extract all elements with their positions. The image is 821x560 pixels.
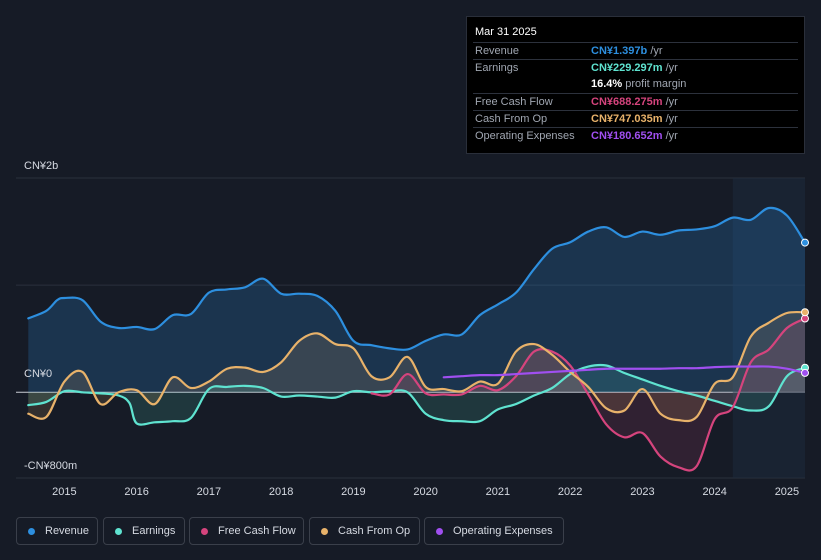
legend-label: Earnings [132, 525, 176, 537]
series-line-free-cash-flow [370, 317, 807, 472]
x-tick-label: 2020 [413, 486, 437, 498]
legend-label: Free Cash Flow [218, 525, 296, 537]
tooltip-value: 16.4% profit margin [591, 78, 687, 90]
tooltip-label: Revenue [475, 45, 520, 57]
x-tick-label: 2021 [486, 486, 510, 498]
series-lines [27, 206, 807, 472]
tooltip-label: Operating Expenses [475, 130, 575, 142]
legend-dot-icon [201, 527, 208, 535]
tooltip-panel: Mar 31 2025 Revenue CN¥1.397b /yr Earnin… [466, 16, 805, 154]
forecast-region [732, 178, 805, 478]
series-line-earnings [27, 363, 807, 426]
tooltip-row-earnings: Earnings CN¥229.297m /yr [473, 59, 798, 76]
series-endpoint-operating-expenses [801, 368, 809, 377]
legend-dot-icon [436, 527, 443, 535]
series-endpoints [801, 238, 809, 377]
x-tick-label: 2025 [775, 486, 799, 498]
tooltip-value: CN¥747.035m /yr [591, 113, 678, 125]
series-area-revenue [28, 207, 806, 393]
x-axis-ticks: 2015 2016 2017 2018 2019 2020 2021 2022 2023 2024… [52, 486, 799, 498]
x-tick-label: 2019 [341, 486, 365, 498]
legend-item-earnings[interactable]: Earnings [103, 517, 185, 545]
tooltip-value: CN¥688.275m /yr [591, 96, 678, 108]
x-tick-label: 2022 [558, 486, 582, 498]
legend-dot-icon [321, 527, 328, 535]
series-line-operating-expenses [442, 365, 807, 379]
tooltip-row-margin: 16.4% profit margin [473, 76, 798, 92]
y-axis-label-zero: CN¥0 [24, 368, 53, 380]
tooltip-value: CN¥1.397b /yr [591, 45, 663, 57]
series-endpoint-revenue [801, 238, 809, 247]
series-line-revenue [27, 206, 807, 351]
x-tick-label: 2016 [124, 486, 148, 498]
legend-dot-icon [28, 527, 35, 535]
tooltip-value: CN¥180.652m /yr [591, 130, 678, 142]
tooltip-value: CN¥229.297m /yr [591, 62, 678, 74]
tooltip-row-revenue: Revenue CN¥1.397b /yr [473, 42, 798, 59]
legend-item-operating-expenses[interactable]: Operating Expenses [424, 517, 564, 545]
tooltip-row-operating-expenses: Operating Expenses CN¥180.652m /yr [473, 127, 798, 144]
x-tick-label: 2018 [269, 486, 293, 498]
y-axis-label-top: CN¥2b [24, 160, 59, 172]
legend-item-cash-from-op[interactable]: Cash From Op [309, 517, 420, 545]
x-tick-label: 2024 [702, 486, 726, 498]
legend-label: Operating Expenses [453, 525, 553, 537]
x-tick-label: 2015 [52, 486, 76, 498]
chart-grid [16, 177, 805, 479]
series-area-cash-from-op [28, 312, 806, 422]
x-tick-label: 2023 [630, 486, 654, 498]
legend-item-revenue[interactable]: Revenue [16, 517, 98, 545]
y-axis-label-bottom: -CN¥800m [24, 460, 78, 472]
series-area-free-cash-flow [371, 318, 805, 471]
tooltip-label: Cash From Op [475, 113, 548, 125]
series-area-earnings [28, 364, 806, 425]
legend-label: Revenue [45, 525, 90, 537]
tooltip-label: Free Cash Flow [475, 96, 553, 108]
series-areas [28, 207, 806, 471]
tooltip-row-free-cash-flow: Free Cash Flow CN¥688.275m /yr [473, 93, 798, 110]
series-line-cash-from-op [27, 310, 807, 423]
legend-label: Cash From Op [338, 525, 411, 537]
tooltip-label: Earnings [475, 62, 519, 74]
legend-dot-icon [115, 527, 122, 535]
tooltip-date: Mar 31 2025 [475, 26, 537, 38]
tooltip-row-cash-from-op: Cash From Op CN¥747.035m /yr [473, 110, 798, 127]
x-tick-label: 2017 [197, 486, 221, 498]
series-endpoint-cash-from-op [801, 308, 809, 317]
legend-item-free-cash-flow[interactable]: Free Cash Flow [189, 517, 304, 545]
